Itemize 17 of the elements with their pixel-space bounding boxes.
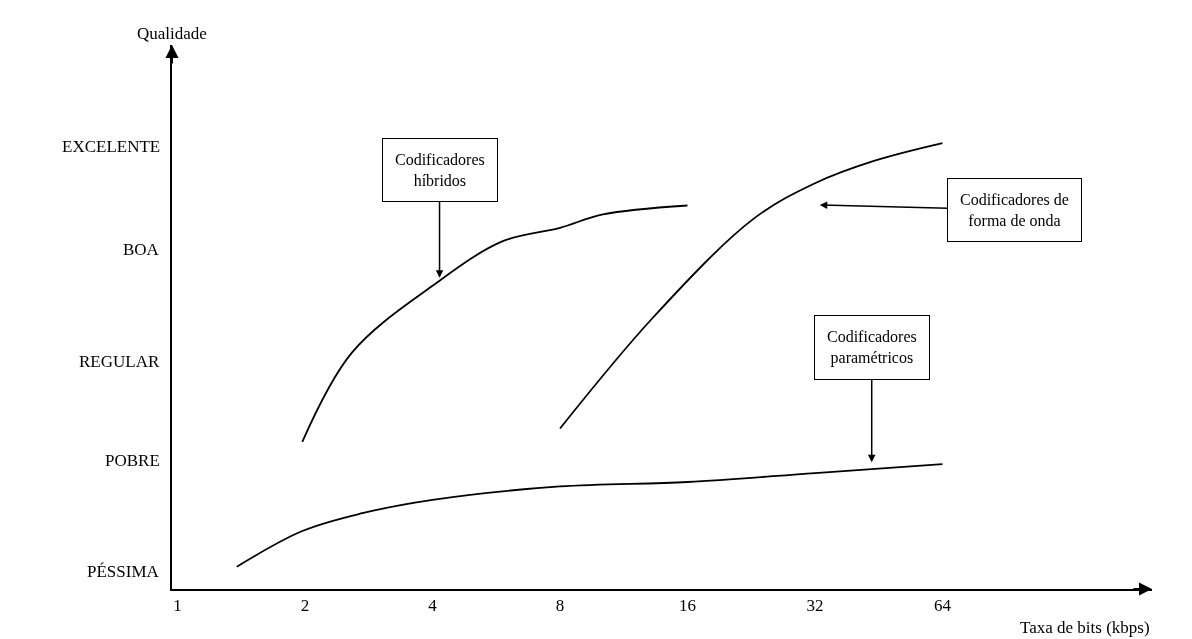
text: EXCELENTE	[62, 137, 161, 156]
x-tick-label: 4	[428, 596, 438, 616]
annotation: Codificadores híbridos	[395, 151, 485, 189]
x-tick-label: 8	[555, 596, 565, 616]
x-tick-label: 1	[173, 596, 182, 616]
x-tick-label: 32	[806, 596, 824, 616]
text: PÉSSIMA	[87, 562, 160, 581]
annotation: Codificadores de forma de onda	[960, 191, 1069, 229]
x-tick-label: 2	[300, 596, 310, 616]
text: REGULAR	[79, 352, 160, 371]
text: Qualidade	[137, 24, 207, 43]
text: POBRE	[105, 451, 160, 470]
text: BOA	[123, 240, 160, 259]
x-axis-title: Taxa de bits (kbps)	[1020, 618, 1150, 637]
annotation: Codificadores paramétricos	[827, 328, 917, 367]
x-tick-label: 16	[679, 596, 696, 616]
x-tick-label: 64	[933, 596, 952, 616]
